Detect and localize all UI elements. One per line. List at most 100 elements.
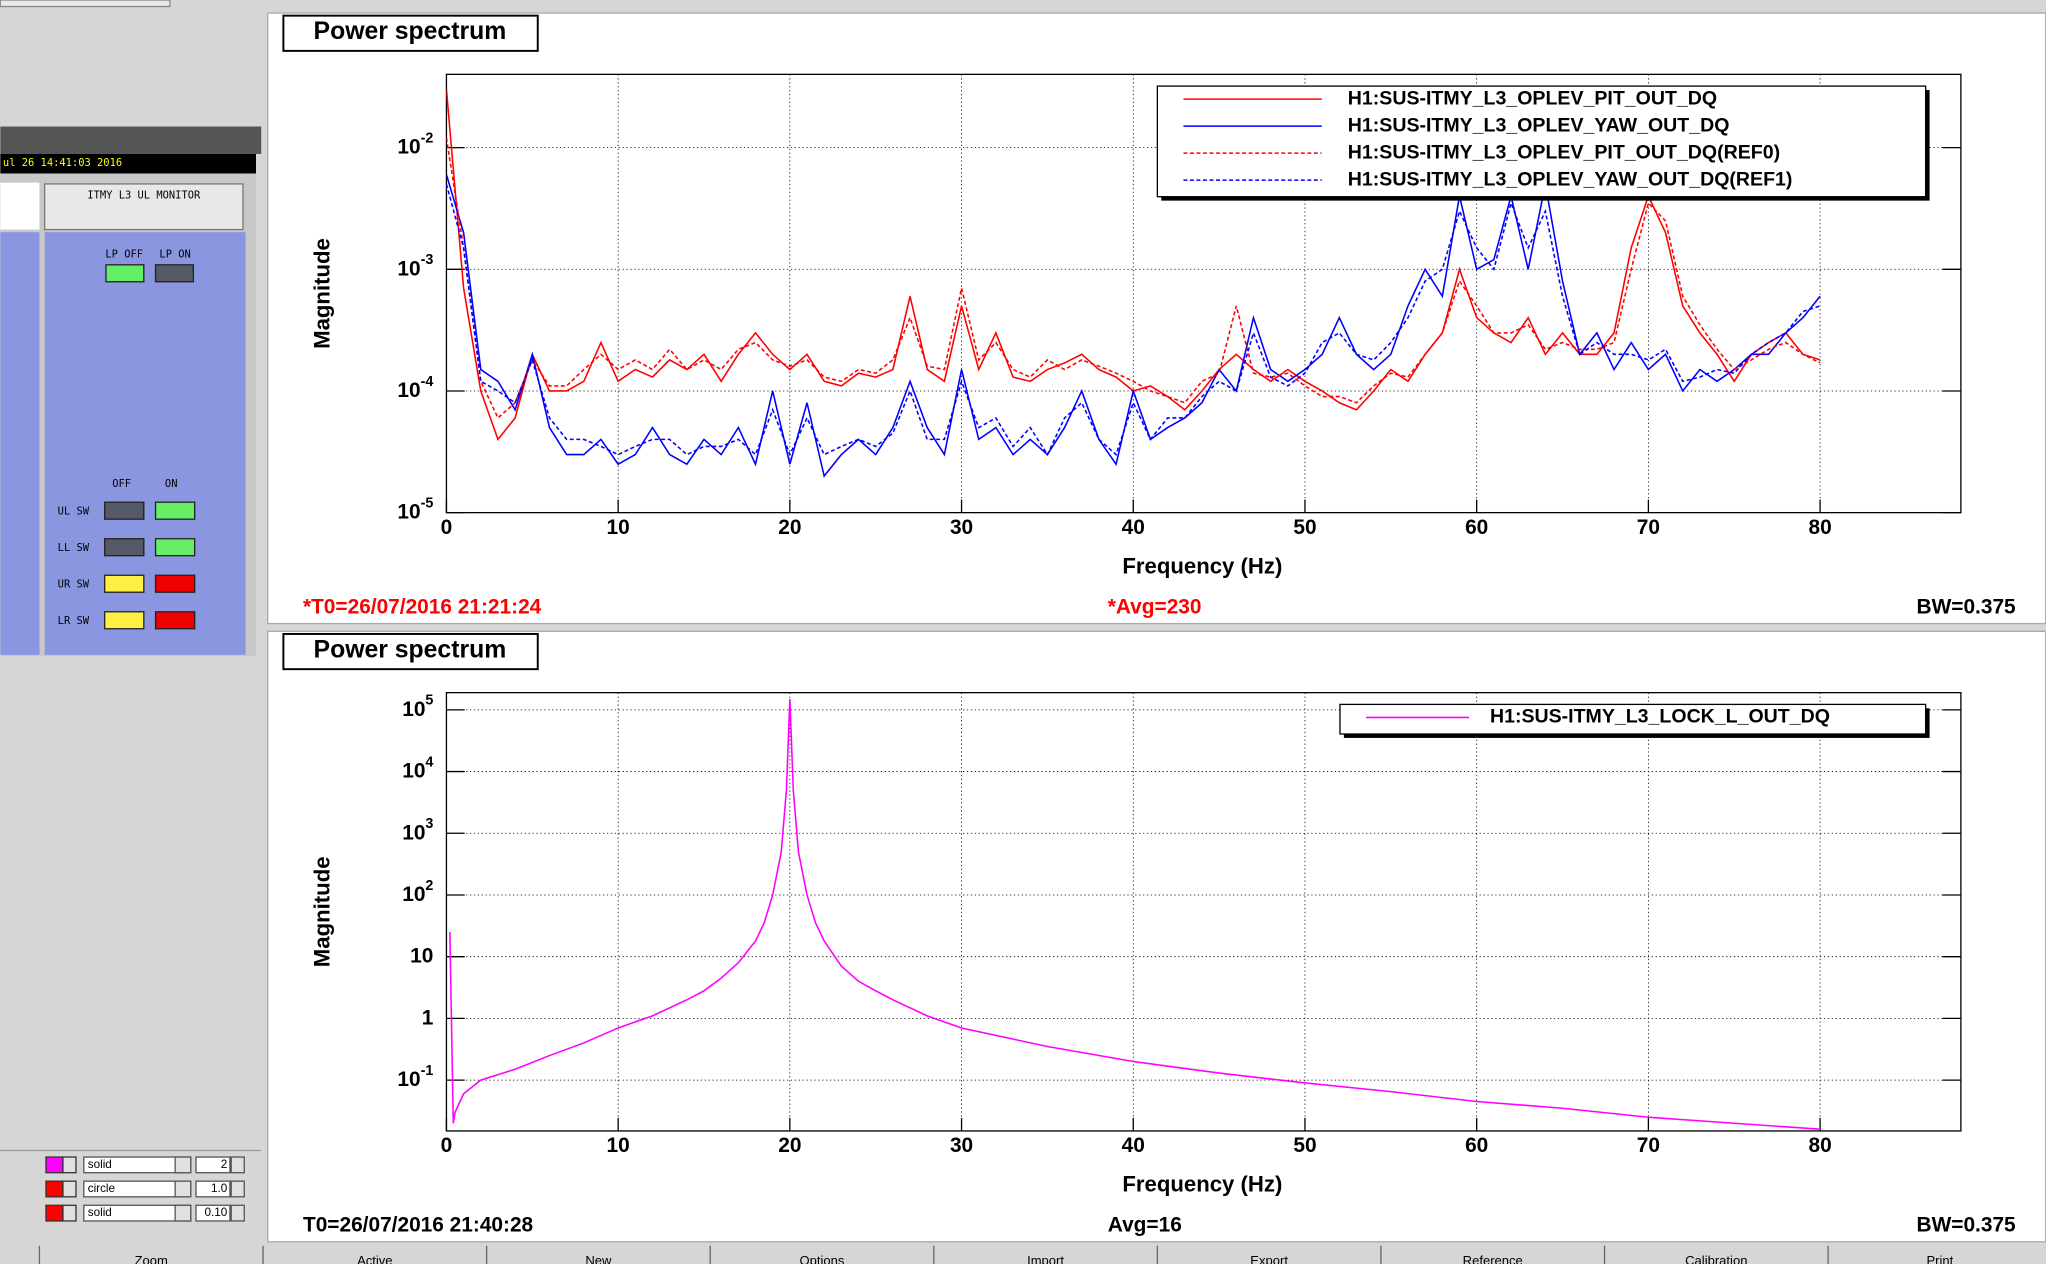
- footer-text: BW=0.375: [1917, 595, 2017, 618]
- x-axis-label: Frequency (Hz): [1122, 553, 1282, 578]
- legend-box: [1156, 85, 1927, 198]
- button-label: New: [585, 1253, 612, 1264]
- button[interactable]: [487, 1247, 709, 1264]
- switch-label: LR SW: [58, 615, 90, 627]
- y-tick-label: 105: [402, 693, 433, 721]
- medm-box: [0, 182, 40, 230]
- button-label: Export: [1250, 1253, 1288, 1264]
- y-tick-label: 10-4: [397, 374, 433, 402]
- x-tick-label: 40: [1122, 516, 1145, 539]
- y-tick-base: 10: [397, 257, 420, 280]
- button[interactable]: [40, 1247, 262, 1264]
- color-dropdown[interactable]: [62, 1180, 77, 1198]
- x-tick-label: 0: [441, 516, 453, 539]
- x-tick-label: 80: [1808, 1134, 1831, 1157]
- switch-on[interactable]: [154, 611, 196, 630]
- button-label: Active: [357, 1253, 393, 1264]
- medm-time-bar: [0, 153, 256, 174]
- switch-on[interactable]: [154, 574, 196, 593]
- width-field[interactable]: [195, 1180, 231, 1198]
- style-arrow[interactable]: [174, 1204, 192, 1222]
- medm-panel: [44, 232, 246, 655]
- chart-title: Power spectrum: [314, 636, 507, 663]
- x-tick-label: 70: [1637, 516, 1660, 539]
- series-line: [446, 174, 1821, 478]
- button[interactable]: [264, 1247, 485, 1264]
- x-tick-label: 30: [950, 516, 973, 539]
- switch-label: UL SW: [58, 505, 90, 517]
- medm-timestamp: ul 26 14:41:03 2016: [3, 157, 122, 169]
- legend-label: H1:SUS-ITMY_L3_OPLEV_YAW_OUT_DQ(REF1): [1348, 168, 1793, 190]
- series-line: [449, 698, 1821, 1130]
- y-tick-label: 103: [402, 816, 433, 844]
- x-tick-label: 60: [1465, 1134, 1488, 1157]
- monitor-title-box: [44, 183, 244, 231]
- width-text: 0.10: [204, 1206, 227, 1219]
- y-tick-base: 10: [397, 378, 420, 401]
- switch-label: LL SW: [58, 542, 90, 554]
- switch-on[interactable]: [154, 538, 196, 557]
- switch-label: UR SW: [58, 578, 90, 590]
- style-arrow[interactable]: [174, 1180, 192, 1198]
- spinner[interactable]: [230, 1156, 245, 1174]
- x-tick-label: 40: [1122, 1134, 1145, 1157]
- switch-off[interactable]: [104, 501, 145, 520]
- color-swatch[interactable]: [45, 1204, 64, 1222]
- y-tick-base: 10: [402, 821, 425, 844]
- y-tick-base: 10: [402, 882, 425, 905]
- y-tick-base: 10: [402, 697, 425, 720]
- y-tick-exponent: 5: [425, 693, 433, 709]
- button[interactable]: [935, 1247, 1156, 1264]
- y-tick-base: 10: [397, 135, 420, 158]
- y-tick-exponent: -2: [421, 130, 434, 146]
- switch-on[interactable]: [154, 501, 196, 520]
- footer-text: BW=0.375: [1917, 1214, 2017, 1237]
- x-tick-label: 10: [607, 516, 630, 539]
- color-swatch[interactable]: [45, 1180, 64, 1198]
- button[interactable]: [1605, 1247, 1827, 1264]
- medm-titlebar: [0, 126, 262, 154]
- y-tick-exponent: -1: [421, 1063, 434, 1079]
- color-dropdown[interactable]: [62, 1156, 77, 1174]
- style-text: circle: [88, 1182, 115, 1195]
- monitor-title: ITMY L3 UL MONITOR: [87, 190, 201, 202]
- plot-frame: [445, 692, 1962, 1132]
- y-tick-exponent: 2: [425, 878, 433, 894]
- width-text: 2: [221, 1158, 228, 1171]
- y-tick-label: 104: [402, 754, 433, 782]
- switch-off[interactable]: [104, 611, 145, 630]
- color-dropdown[interactable]: [62, 1204, 77, 1222]
- button[interactable]: [1382, 1247, 1603, 1264]
- y-tick-label: 10-3: [397, 252, 433, 280]
- lp-on-indicator[interactable]: [154, 264, 195, 283]
- lp-on-label: LP ON: [159, 248, 190, 260]
- button[interactable]: [711, 1247, 932, 1264]
- switch-off[interactable]: [104, 538, 145, 557]
- style-arrow[interactable]: [174, 1156, 192, 1174]
- button-label: Reference: [1463, 1253, 1523, 1264]
- y-tick-base: 10: [410, 944, 433, 967]
- width-field[interactable]: [195, 1156, 231, 1174]
- on-label: ON: [165, 478, 178, 490]
- button[interactable]: [1158, 1247, 1380, 1264]
- tab[interactable]: [0, 0, 171, 8]
- color-swatch[interactable]: [45, 1156, 64, 1174]
- legend-box: [1339, 703, 1927, 735]
- y-tick-label: 10-1: [397, 1063, 433, 1091]
- lp-off-indicator[interactable]: [105, 264, 145, 283]
- off-label: OFF: [112, 478, 131, 490]
- spinner[interactable]: [230, 1204, 245, 1222]
- button[interactable]: [1829, 1247, 2046, 1264]
- y-tick-exponent: 4: [425, 754, 433, 770]
- width-field[interactable]: [195, 1204, 231, 1222]
- legend-label: H1:SUS-ITMY_L3_OPLEV_PIT_OUT_DQ: [1348, 87, 1717, 109]
- y-tick-label: 10: [410, 944, 433, 967]
- x-tick-label: 50: [1293, 1134, 1316, 1157]
- y-tick-base: 10: [397, 1068, 420, 1091]
- footer-text: T0=26/07/2016 21:40:28: [303, 1214, 533, 1237]
- y-axis-label: Magnitude: [310, 856, 335, 967]
- switch-off[interactable]: [104, 574, 145, 593]
- spinner[interactable]: [230, 1180, 245, 1198]
- y-tick-base: 1: [422, 1006, 434, 1029]
